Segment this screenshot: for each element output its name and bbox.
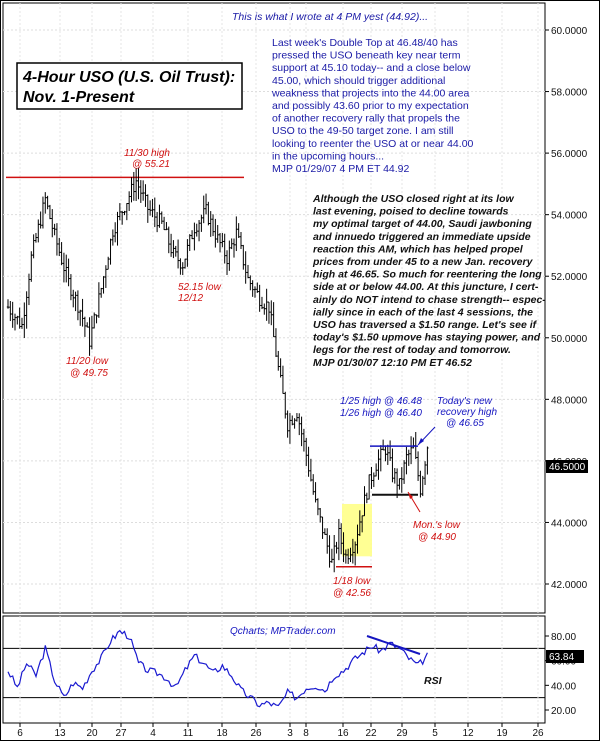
label-dec12-1: 52.15 low [178,282,222,293]
x-tick-label: 29 [396,728,408,739]
annotation-mid-line: and innuedo triggered an immediate upsid… [313,231,531,243]
annotation-mid: Although the USO closed right at its low… [312,193,546,369]
annotation-top-line: looking to reenter the USO at or near 44… [272,138,474,150]
annotation-top: Last week's Double Top at 46.48/40 haspr… [271,37,474,175]
x-tick-label: 26 [250,728,262,739]
rsi-tick-label: 20.00 [551,706,576,717]
label-recovery-3: @ 46.65 [446,418,484,429]
rsi-tick-label: 80.00 [551,632,576,643]
x-tick-label: 8 [303,728,309,739]
title-line-1: 4-Hour USO (U.S. Oil Trust): [22,69,235,86]
rsi-gridlines [3,647,545,699]
annotation-mid-line: Although the USO closed right at its low [312,193,515,205]
annotation-top-line: of another recovery rally that propels t… [272,113,460,125]
annotation-mid-line: MJP 01/30/07 12:10 PM ET 46.52 [313,357,472,369]
x-tick-label: 11 [183,728,194,739]
rsi-tick-label: 40.00 [551,681,576,692]
rsi-divergence-line [366,635,421,655]
annotation-mid-line: USO has traversed a $1.50 range. Let's s… [313,319,538,331]
rsi-panel [2,615,546,724]
annotation-mid-line: legs for the rest of today and tomorrow. [313,344,511,356]
label-monlow-2: @ 44.90 [418,532,456,543]
label-nov20-2: @ 49.75 [70,368,108,379]
rsi-line [7,629,428,708]
annotation-top-line: and possibly 43.60 prior to my expectati… [272,100,469,112]
annotation-mid-line: ainly do NOT intend to chase strength-- … [313,294,546,306]
price-tick-label: 48.0000 [551,395,588,406]
annotation-mid-line: today's $1.50 upmove has staying power, … [313,332,541,344]
label-jan18-1: 1/18 low [333,576,371,587]
title-box [16,62,243,110]
annotation-top-line: pressed the USO beneath key near term [272,50,461,62]
annotation-top-line: USO to the 49-50 target zone. I am still [272,125,454,137]
last-price-box [546,460,588,473]
recovery-arrowhead [418,438,424,445]
x-tick-label: 4 [150,728,156,739]
annotation-mid-line: side at or below 44.00. At this juncture… [313,281,539,293]
price-tick-label: 42.0000 [551,580,588,591]
price-tick-label: 56.0000 [551,149,588,160]
annotation-top-line: in the upcoming hours... [272,150,384,162]
annotation-top-line: support at 45.10 today-- and a close bel… [272,62,471,74]
x-tick-label: 26 [532,728,544,739]
annotation-top-line: 45.00, which should trigger additional [272,75,445,87]
price-tick-label: 44.0000 [551,518,588,529]
rsi-last-text: 63.84 [549,652,574,663]
annotation-top-header: This is what I wrote at 4 PM yest (44.92… [232,11,428,23]
annotation-mid-line: reaction this AM, which has helped prope… [313,243,524,255]
annotation-top-line: weakness that projects into the 44.00 ar… [271,87,469,99]
x-tick-label: 5 [432,728,438,739]
annotation-mid-line: high at 46.65. So much for reentering th… [313,269,542,281]
x-tick-label: 19 [496,728,508,739]
rsi-polyline [7,629,428,708]
label-nov30-1: 11/30 high [124,148,170,159]
rsi-label: RSI [424,675,443,687]
x-tick-label: 12 [462,728,474,739]
x-tick-label: 16 [337,728,349,739]
annotation-top-line: MJP 01/29/07 4 PM ET 44.92 [272,163,410,175]
label-nov30-2: @ 55.21 [132,159,170,170]
x-tick-label: 3 [287,728,293,739]
price-tick-label: 50.0000 [551,334,588,345]
label-nov20-1: 11/20 low [66,356,109,367]
label-dec12-2: 12/12 [178,293,203,304]
label-monlow-1: Mon.'s low [413,520,461,531]
price-tick-label: 60.0000 [551,26,588,37]
price-tick-label: 52.0000 [551,272,588,283]
annotation-mid-line: ially since in each of the last 4 sessio… [313,306,533,318]
label-jan26: 1/26 high @ 46.40 [340,408,422,419]
annotation-mid-line: my optimal target of 44.00, Saudi jawbon… [313,218,532,230]
rsi-last-box [546,650,584,663]
label-recovery-1: Today's new [437,396,493,407]
monlow-arrowhead [408,492,413,499]
price-tick-label: 54.0000 [551,211,588,222]
x-tick-label: 18 [216,728,228,739]
price-candles [6,167,429,573]
label-jan25: 1/25 high @ 46.48 [340,396,422,407]
last-price-text: 46.5000 [549,462,586,473]
x-tick-label: 27 [115,728,127,739]
x-tick-label: 20 [86,728,98,739]
annotation-mid-line: last evening, poised to decline towards [313,206,509,218]
label-recovery-2: recovery high [437,407,497,418]
x-tick-label: 22 [365,728,377,739]
price-tick-label: 58.0000 [551,88,588,99]
label-jan18-2: @ 42.56 [333,588,371,599]
annotation-top-line: Last week's Double Top at 46.48/40 has [272,37,458,49]
x-tick-label: 13 [54,728,66,739]
title-line-2: Nov. 1-Present [23,89,135,106]
x-tick-label: 6 [17,728,23,739]
qcharts-label: Qcharts; MPTrader.com [230,626,336,637]
annotation-mid-line: prices from under 45 to a new Jan. recov… [312,256,534,268]
